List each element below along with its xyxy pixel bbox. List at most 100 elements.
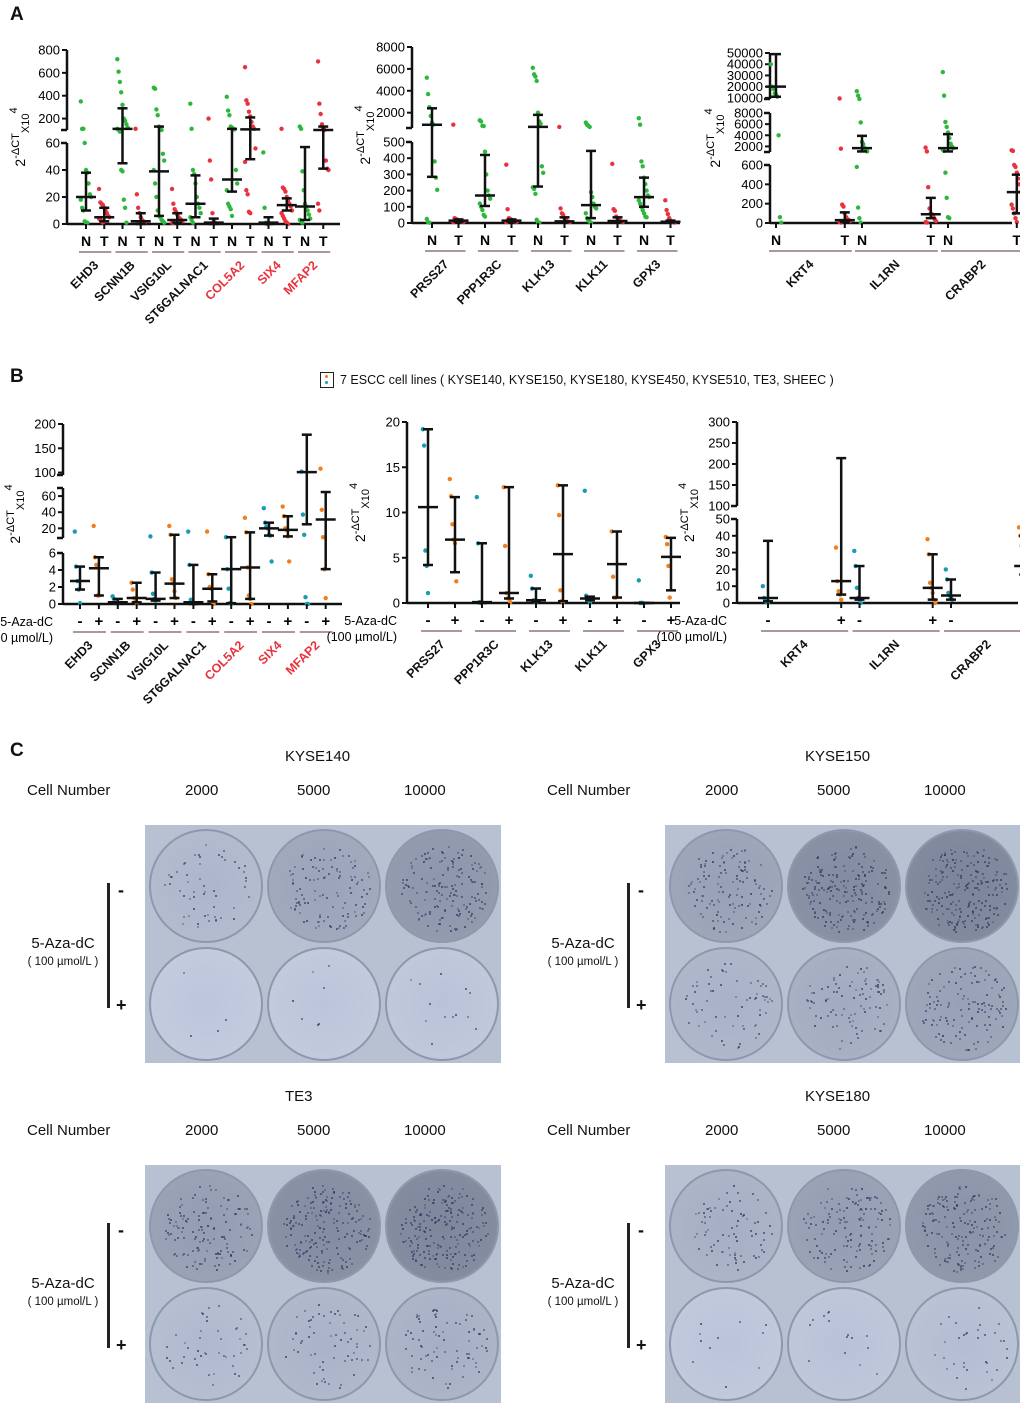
y-tick-label: 8000 [734,106,763,121]
data-point [943,120,947,124]
group-label: N [154,233,164,249]
group-label: - [267,613,272,630]
treatment-name: 5-Aza-dC [551,935,614,952]
data-point [225,95,229,99]
minus-sign: - [638,1220,644,1241]
group-label: T [100,233,109,249]
treatment-dose: ( 100 µmol/L ) [18,956,108,968]
data-point [92,524,96,528]
data-point [119,90,123,94]
data-point [557,513,561,517]
y-axis-label: 2-ΔCTX104 [8,107,32,166]
y-tick-label: 8000 [376,40,405,55]
group-label: T [666,232,675,248]
y-tick-label: 200 [741,196,763,211]
group-label: N [857,232,867,248]
group-label: - [229,613,234,630]
chart-b1: 02462040601001502002-ΔCTX104-+EHD3-+SCNN… [0,417,342,708]
data-point [540,164,544,168]
data-point [541,171,545,175]
group-label: N [190,233,200,249]
data-point [135,192,139,196]
group-label: - [642,612,647,629]
data-point [480,208,484,212]
gene-label: EHD3 [68,258,102,292]
y-tick-label: 50 [716,512,730,527]
y-axis-label: 2-ΔCTX104 [3,484,27,543]
y-tick-label: 150 [708,478,730,493]
gene-label: KLK11 [573,257,610,294]
data-point [834,545,838,549]
data-point [857,97,861,101]
data-point [855,89,859,93]
data-point [279,127,283,131]
cell-line-title: KYSE150 [805,748,870,765]
y-axis-label: 2-ΔCTX104 [703,108,727,167]
data-point [475,495,479,499]
treated-well [267,1287,381,1401]
data-point [161,152,165,156]
group-label: T [209,233,218,249]
y-tick-label: 6 [49,546,56,561]
y-tick-label: 20 [42,521,56,536]
group-label: T [560,232,569,248]
group-label: - [480,612,485,629]
data-point [852,549,856,553]
data-point [529,574,533,578]
y-tick-label: 4 [49,563,56,578]
culture-plate-image [665,825,1020,1063]
data-point [945,125,949,129]
y-tick-label: 2 [49,580,56,595]
data-point [186,529,190,533]
data-point [531,66,535,70]
y-tick-label: 200 [383,183,405,198]
group-label: T [1013,232,1020,248]
cell-count-label: 2000 [185,782,218,799]
data-point [925,149,929,153]
data-point [855,165,859,169]
data-point [262,506,266,510]
treated-well [149,1287,263,1401]
treatment-bracket [627,1223,630,1348]
cell-count-label: 10000 [404,782,446,799]
y-tick-label: 10 [386,505,400,520]
data-point [243,516,247,520]
data-point [482,124,486,128]
data-point [136,206,140,210]
data-point [73,529,77,533]
untreated-well [787,1169,901,1283]
data-point [245,102,249,106]
group-label: - [115,613,120,630]
data-point [448,477,452,481]
y-tick-label: 60 [42,489,56,504]
data-point [558,206,562,210]
data-point [839,597,843,601]
cell-count-label: 5000 [817,782,850,799]
group-label: + [837,612,846,629]
data-point [427,220,431,224]
data-point [583,489,587,493]
data-point [318,466,322,470]
gene-label: IL1RN [867,637,902,672]
data-point [317,208,321,212]
y-tick-label: 15 [386,460,400,475]
data-point [942,93,946,97]
gene-label: SIX4 [256,638,285,667]
data-point [123,206,127,210]
group-label: - [588,612,593,629]
data-point [229,207,233,211]
data-point [118,80,122,84]
data-point [244,188,248,192]
data-point [841,204,845,208]
gene-label: PPP1R3C [454,257,504,307]
minus-sign: - [118,1220,124,1241]
treatment-label: 5-Aza-dC( 100 µmol/L ) [538,935,628,968]
untreated-well [385,1169,499,1283]
untreated-well [787,829,901,943]
group-label: + [505,612,514,629]
data-point [668,595,672,599]
gene-label: COL5A2 [202,638,247,683]
data-point [162,220,166,224]
